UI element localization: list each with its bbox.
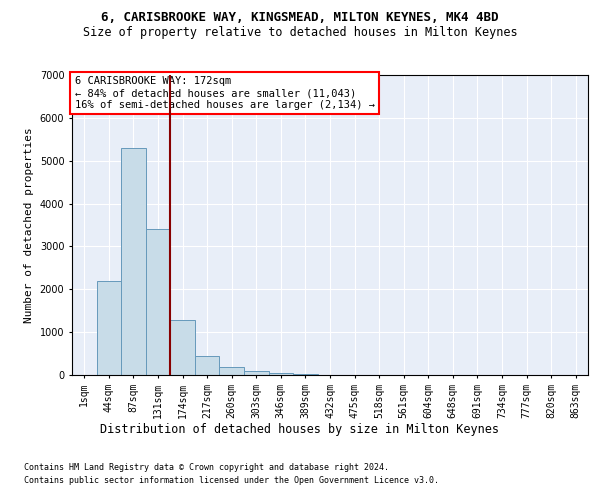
Bar — [269, 373, 293, 375]
Text: 6, CARISBROOKE WAY, KINGSMEAD, MILTON KEYNES, MK4 4BD: 6, CARISBROOKE WAY, KINGSMEAD, MILTON KE… — [101, 11, 499, 24]
Bar — [170, 320, 195, 375]
Y-axis label: Number of detached properties: Number of detached properties — [24, 127, 34, 323]
Text: Contains public sector information licensed under the Open Government Licence v3: Contains public sector information licen… — [24, 476, 439, 485]
Bar — [293, 374, 318, 375]
Bar — [220, 366, 244, 375]
Text: 6 CARISBROOKE WAY: 172sqm
← 84% of detached houses are smaller (11,043)
16% of s: 6 CARISBROOKE WAY: 172sqm ← 84% of detac… — [74, 76, 374, 110]
Bar — [97, 280, 121, 375]
Text: Contains HM Land Registry data © Crown copyright and database right 2024.: Contains HM Land Registry data © Crown c… — [24, 462, 389, 471]
Text: Distribution of detached houses by size in Milton Keynes: Distribution of detached houses by size … — [101, 422, 499, 436]
Bar — [195, 356, 220, 375]
Bar — [244, 370, 269, 375]
Bar — [146, 230, 170, 375]
Text: Size of property relative to detached houses in Milton Keynes: Size of property relative to detached ho… — [83, 26, 517, 39]
Bar — [121, 148, 146, 375]
